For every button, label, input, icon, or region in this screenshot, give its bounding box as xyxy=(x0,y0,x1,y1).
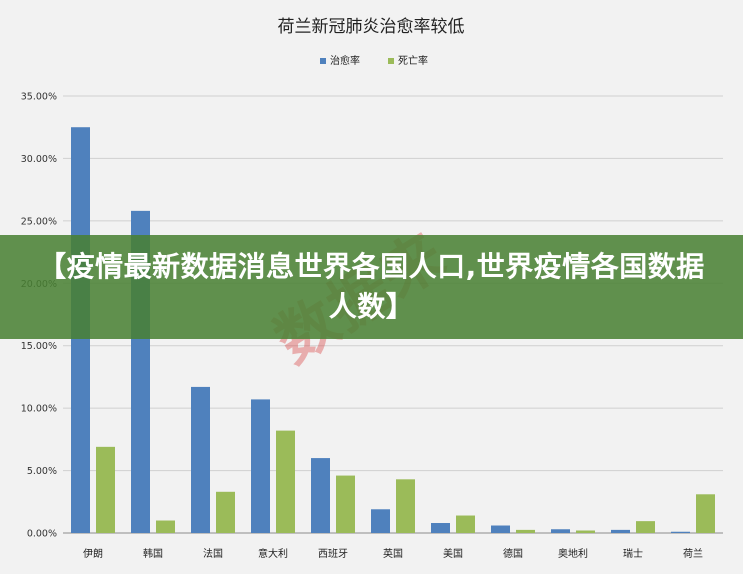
legend: 治愈率 死亡率 xyxy=(320,54,428,67)
y-tick-label: 35.00% xyxy=(21,92,57,103)
x-category-label: 德国 xyxy=(503,547,523,560)
chart-title: 荷兰新冠肺炎治愈率较低 xyxy=(278,17,465,37)
bar-cure-rate xyxy=(371,509,390,533)
bar-death-rate xyxy=(156,520,175,533)
y-tick-label: 5.00% xyxy=(27,466,57,477)
x-category-label: 意大利 xyxy=(258,547,288,560)
bar-cure-rate xyxy=(491,525,510,533)
bar-cure-rate xyxy=(671,531,690,533)
legend-swatch xyxy=(320,58,326,64)
bar-death-rate xyxy=(96,446,115,533)
legend-label: 治愈率 xyxy=(330,54,360,67)
x-category-label: 韩国 xyxy=(143,547,163,560)
legend-swatch xyxy=(388,58,394,64)
y-tick-label: 0.00% xyxy=(27,529,57,540)
bar-death-rate xyxy=(576,530,595,533)
bar-cure-rate xyxy=(311,458,330,533)
bar-death-rate xyxy=(696,494,715,533)
bar-death-rate xyxy=(276,430,295,533)
bar-cure-rate xyxy=(251,399,270,533)
x-category-label: 荷兰 xyxy=(683,547,703,560)
y-tick-label: 30.00% xyxy=(21,154,57,165)
bar-cure-rate xyxy=(551,529,570,533)
bar-cure-rate xyxy=(191,386,210,533)
legend-label: 死亡率 xyxy=(398,54,428,67)
y-tick-label: 10.00% xyxy=(21,404,57,415)
bar-death-rate xyxy=(396,479,415,533)
headline-banner[interactable]: 【疫情最新数据消息世界各国人口,世界疫情各国数据人数】 xyxy=(0,235,743,339)
y-tick-label: 25.00% xyxy=(21,216,57,227)
x-axis-categories: 伊朗 韩国 法国 意大利 西班牙 英国 美国 德国 奥地利 瑞士 荷兰 xyxy=(83,547,703,560)
x-category-label: 美国 xyxy=(443,547,463,560)
bar-death-rate xyxy=(636,521,655,533)
bar-death-rate xyxy=(516,529,535,533)
x-category-label: 瑞士 xyxy=(623,547,643,560)
x-category-label: 伊朗 xyxy=(83,548,103,560)
x-category-label: 英国 xyxy=(383,547,403,560)
y-tick-label: 15.00% xyxy=(21,341,57,352)
bar-cure-rate xyxy=(611,529,630,533)
bar-death-rate xyxy=(336,475,355,533)
x-category-label: 奥地利 xyxy=(558,547,588,560)
bar-cure-rate xyxy=(431,523,450,533)
x-category-label: 法国 xyxy=(203,547,223,560)
x-category-label: 西班牙 xyxy=(318,548,348,560)
headline-text[interactable]: 【疫情最新数据消息世界各国人口,世界疫情各国数据人数】 xyxy=(38,250,705,323)
bar-death-rate xyxy=(216,491,235,533)
bar-death-rate xyxy=(456,515,475,533)
